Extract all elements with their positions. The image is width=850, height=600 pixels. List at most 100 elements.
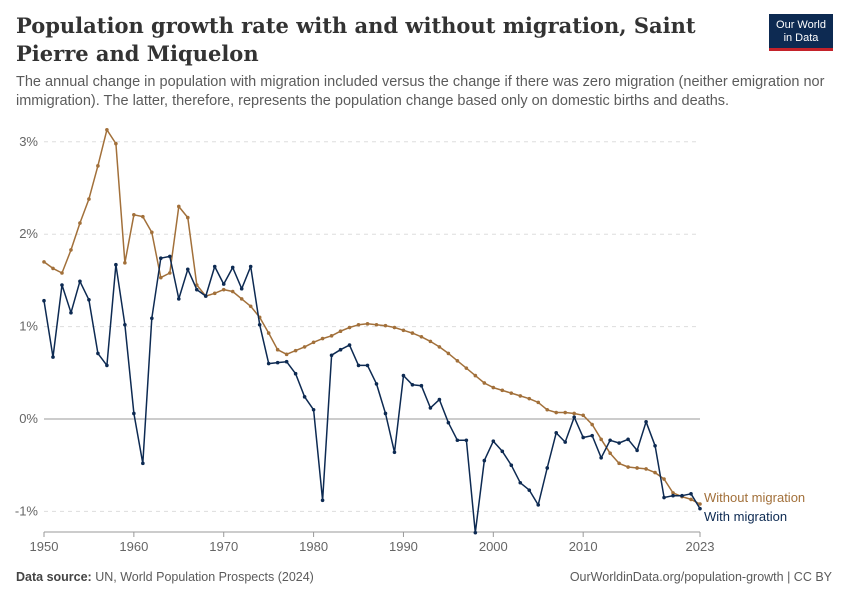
data-point [428, 339, 433, 344]
data-point [284, 359, 289, 364]
data-point [168, 271, 172, 275]
data-point [599, 437, 603, 442]
data-point [653, 470, 657, 475]
data-point [464, 438, 469, 443]
y-tick-label: 2% [19, 226, 38, 241]
data-point [581, 435, 585, 440]
data-point [581, 413, 585, 418]
data-point [78, 279, 82, 284]
data-point [132, 411, 136, 416]
data-point [518, 480, 523, 485]
data-point [563, 440, 568, 444]
data-point [159, 275, 163, 280]
data-point [96, 351, 100, 356]
data-point [410, 331, 415, 335]
data-point [293, 348, 298, 353]
y-tick-label: 3% [19, 134, 38, 149]
series-lines [42, 127, 702, 535]
data-point [563, 410, 568, 415]
data-source-text: UN, World Population Prospects (2024) [95, 570, 314, 584]
data-point [185, 215, 190, 220]
data-point [329, 353, 334, 358]
x-tick-label: 2000 [479, 539, 508, 554]
data-point [491, 385, 496, 390]
data-point [194, 287, 199, 292]
data-point [401, 328, 406, 333]
data-source-label: Data source: [16, 570, 92, 584]
x-tick-label: 1980 [299, 539, 328, 554]
y-tick-label: -1% [15, 503, 39, 518]
y-tick-label: 0% [19, 411, 38, 426]
data-point [203, 294, 208, 298]
data-point [60, 283, 64, 287]
data-point [644, 467, 648, 471]
data-point [545, 407, 550, 412]
data-point [500, 449, 505, 454]
data-point [212, 291, 217, 296]
data-point [329, 334, 334, 338]
data-point [392, 450, 397, 455]
data-point [221, 287, 226, 292]
data-point [257, 322, 262, 327]
data-point [302, 345, 307, 349]
data-point [482, 458, 487, 463]
data-point [266, 361, 271, 366]
data-point [662, 495, 666, 500]
data-point [635, 448, 639, 453]
data-point [347, 325, 352, 330]
data-point [123, 261, 127, 265]
data-point [78, 221, 82, 225]
logo-text-line1: Our World [776, 19, 826, 31]
data-point [230, 265, 235, 270]
data-point [698, 502, 702, 506]
source-link[interactable]: OurWorldinData.org/population-growth | C… [569, 570, 832, 584]
data-point [69, 248, 73, 252]
data-point [482, 381, 487, 385]
data-point [96, 164, 100, 168]
data-point [105, 127, 109, 132]
data-point [680, 493, 684, 498]
data-point [662, 477, 666, 481]
data-point [356, 322, 361, 327]
data-point [114, 141, 118, 146]
data-point [626, 437, 630, 442]
data-point [284, 352, 289, 357]
series-with-migration [42, 254, 702, 535]
data-source: Data source: UN, World Population Prospe… [16, 570, 314, 584]
data-point [464, 366, 469, 370]
x-tick-label: 1990 [389, 539, 418, 554]
data-point [536, 503, 541, 507]
data-point [248, 264, 253, 269]
data-point [212, 264, 217, 269]
data-point [635, 466, 639, 470]
series-without-migration [42, 127, 702, 506]
data-point [248, 304, 253, 309]
data-point [176, 297, 181, 301]
data-point [383, 411, 388, 416]
data-point [141, 214, 145, 219]
data-point [293, 371, 298, 376]
logo-text-line2: in Data [783, 32, 819, 44]
data-point [572, 411, 576, 416]
data-point [473, 530, 478, 535]
y-axis-ticks: -1% 0% 1% 2% 3% [15, 134, 39, 519]
data-point [419, 383, 424, 388]
data-point [626, 465, 630, 469]
owid-logo[interactable]: Our World in Data [769, 14, 833, 51]
data-point [132, 212, 136, 217]
data-point [419, 334, 424, 339]
data-point [275, 360, 280, 365]
data-point [437, 345, 442, 349]
data-point [51, 266, 55, 271]
data-point [455, 438, 460, 443]
data-point [527, 396, 532, 401]
series-line [43, 129, 701, 505]
data-point [176, 204, 181, 209]
data-point [87, 197, 91, 201]
data-point [554, 410, 559, 415]
data-point [105, 363, 109, 368]
data-point [392, 325, 397, 330]
data-point [401, 373, 406, 378]
data-point [320, 336, 325, 341]
